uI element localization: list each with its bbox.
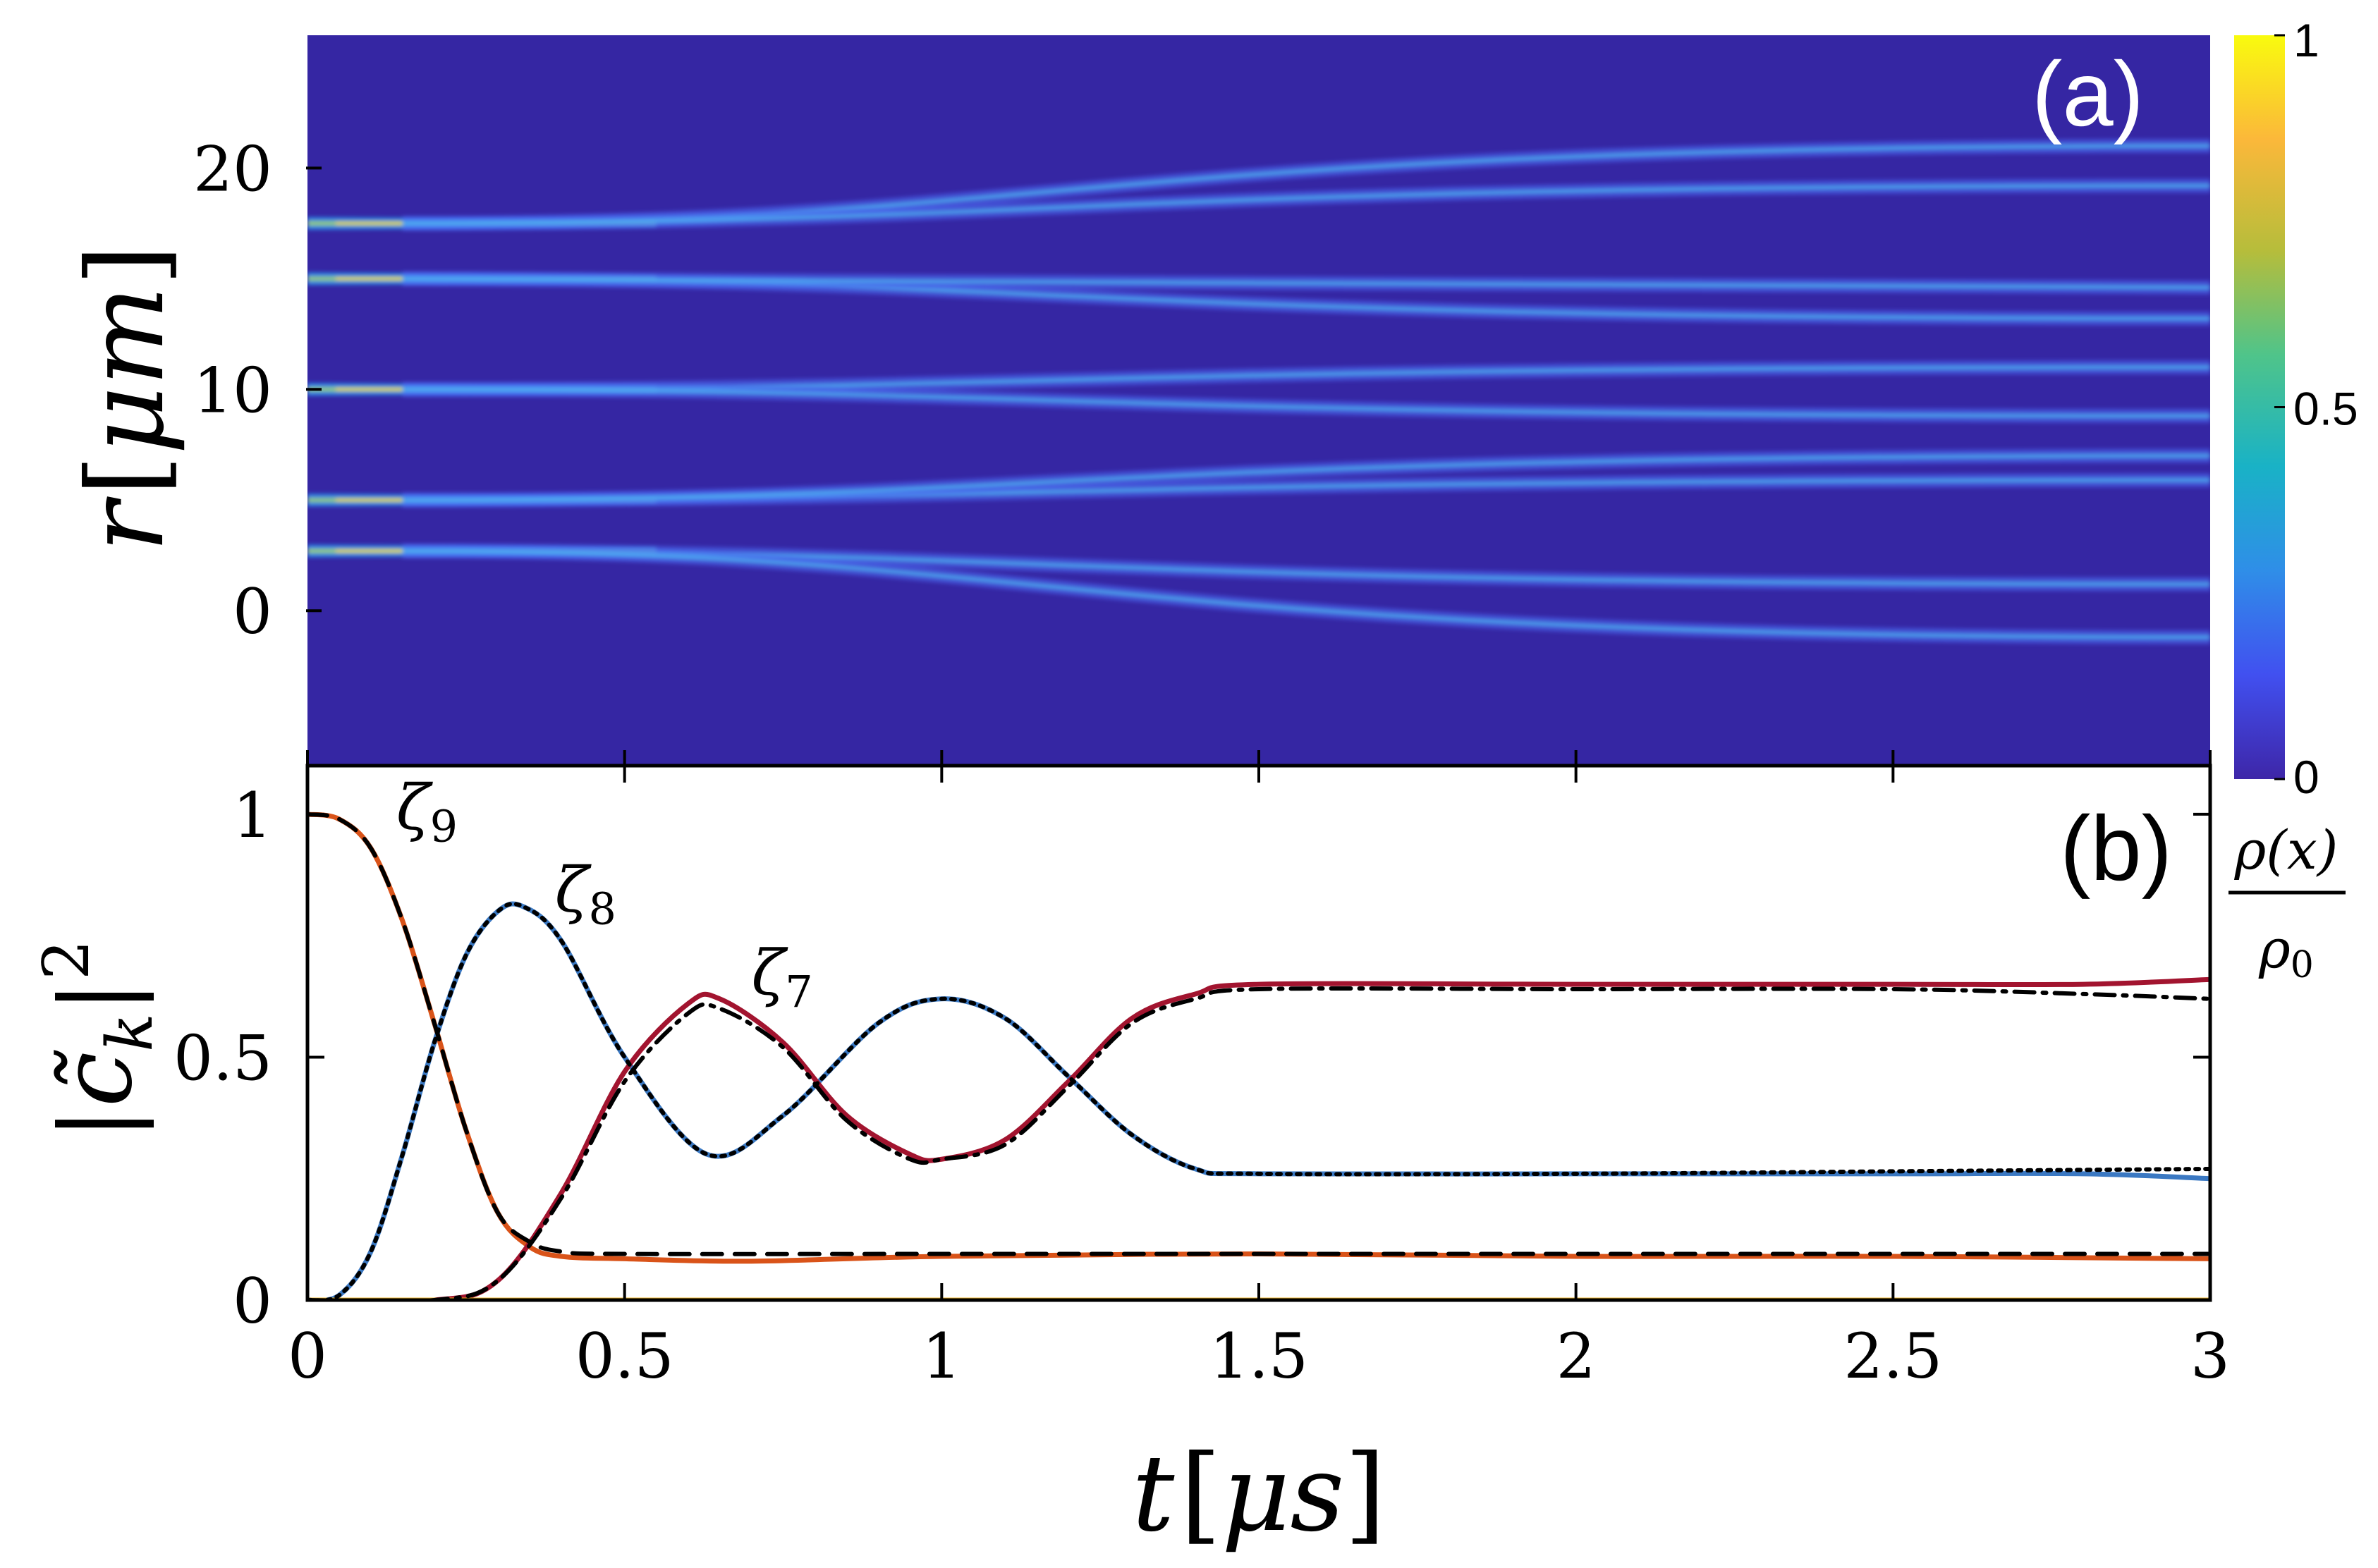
colorbar-label-numerator: ρ(x) <box>2234 819 2339 881</box>
svg-text:r[μm]: r[μm] <box>65 245 188 553</box>
heatmap-y-axis-label: r[μm] <box>65 245 188 553</box>
x-tick-label: 2.5 <box>1843 1320 1942 1392</box>
track-branch <box>402 387 2210 418</box>
line-chart-panel: 0 0.5 1 1.5 2 2.5 3 0 0.5 1 ζ9 ζ8 ζ7 (b) t[μs] |c̃k… <box>30 764 2230 1555</box>
colorbar-label: ρ(x) ρ0 <box>2228 819 2346 986</box>
svg-text:ρ0: ρ0 <box>2258 917 2314 986</box>
y-label-unit: μm <box>65 286 188 455</box>
line-chart-background <box>307 766 2210 1300</box>
colorbar-ticks: 00.51 <box>2274 14 2358 803</box>
x-label-unit: μs <box>1221 1433 1344 1555</box>
mode-label: ζ7 <box>752 936 813 1017</box>
x-tick-label: 3 <box>2190 1320 2230 1392</box>
heatmap-y-tick-label: 10 <box>193 354 272 427</box>
line-series <box>307 811 2210 1300</box>
panel-label-a: (a) <box>2032 42 2144 145</box>
density-track <box>307 448 2210 508</box>
x-tick-label: 0 <box>288 1320 327 1392</box>
y-label-power: 2 <box>30 940 104 980</box>
colorbar-label-subscript: 0 <box>2291 944 2314 986</box>
mode-label: ζ9 <box>396 771 458 852</box>
series-line-ζ8-reference <box>307 901 2210 1300</box>
y-label-core: c̃ <box>39 1050 154 1107</box>
heatmap-y-tick-label: 0 <box>233 575 272 648</box>
density-track <box>307 544 2210 644</box>
y-tick-label: 1 <box>233 779 272 852</box>
svg-text:|c̃k|2: |c̃k|2 <box>30 940 167 1141</box>
colorbar-tick-label: 1 <box>2293 14 2319 66</box>
heatmap-panel: (a) 0 10 20 r[μm] <box>65 35 2212 766</box>
panel-label-b: (b) <box>2060 797 2172 900</box>
x-tick-label: 1.5 <box>1209 1320 1308 1392</box>
track-branch <box>402 549 2210 639</box>
density-tracks <box>307 138 2210 644</box>
x-label-variable: t <box>1132 1433 1175 1555</box>
x-tick-label: 0.5 <box>575 1320 674 1392</box>
x-tick-label: 2 <box>1556 1320 1596 1392</box>
track-branch <box>402 453 2210 503</box>
heatmap-y-ticks: 0 10 20 <box>193 133 2212 766</box>
series-line-ζ7 <box>307 976 2210 1300</box>
heatmap-y-tick-label: 20 <box>193 133 272 205</box>
track-branch <box>402 276 2210 290</box>
line-chart-y-axis-label: |c̃k|2 <box>30 940 167 1141</box>
x-tick-label: 1 <box>922 1320 961 1392</box>
mode-annotations: ζ9 ζ8 ζ7 <box>396 771 813 1017</box>
colorbar: 00.51 ρ(x) ρ0 <box>2228 14 2358 986</box>
track-branch <box>402 183 2210 226</box>
density-track <box>307 360 2210 423</box>
density-track <box>307 138 2210 231</box>
series-line-ζ7-reference <box>307 986 2210 1300</box>
svg-text:t[μs]: t[μs] <box>1132 1433 1386 1555</box>
y-tick-label: 0.5 <box>173 1022 272 1094</box>
density-track <box>307 271 2210 326</box>
line-chart-x-axis-label: t[μs] <box>1132 1433 1386 1555</box>
mode-label: ζ8 <box>555 854 616 935</box>
line-chart-ticks: 0 0.5 1 1.5 2 2.5 3 0 0.5 1 <box>173 766 2230 1392</box>
y-label-variable: r <box>65 496 188 552</box>
colorbar-tick-label: 0.5 <box>2293 383 2358 435</box>
colorbar-tick-label: 0 <box>2293 751 2319 803</box>
colorbar-label-denominator: ρ <box>2258 917 2291 980</box>
y-tick-label: 0 <box>233 1265 272 1337</box>
y-label-subscript: k <box>93 1013 167 1052</box>
